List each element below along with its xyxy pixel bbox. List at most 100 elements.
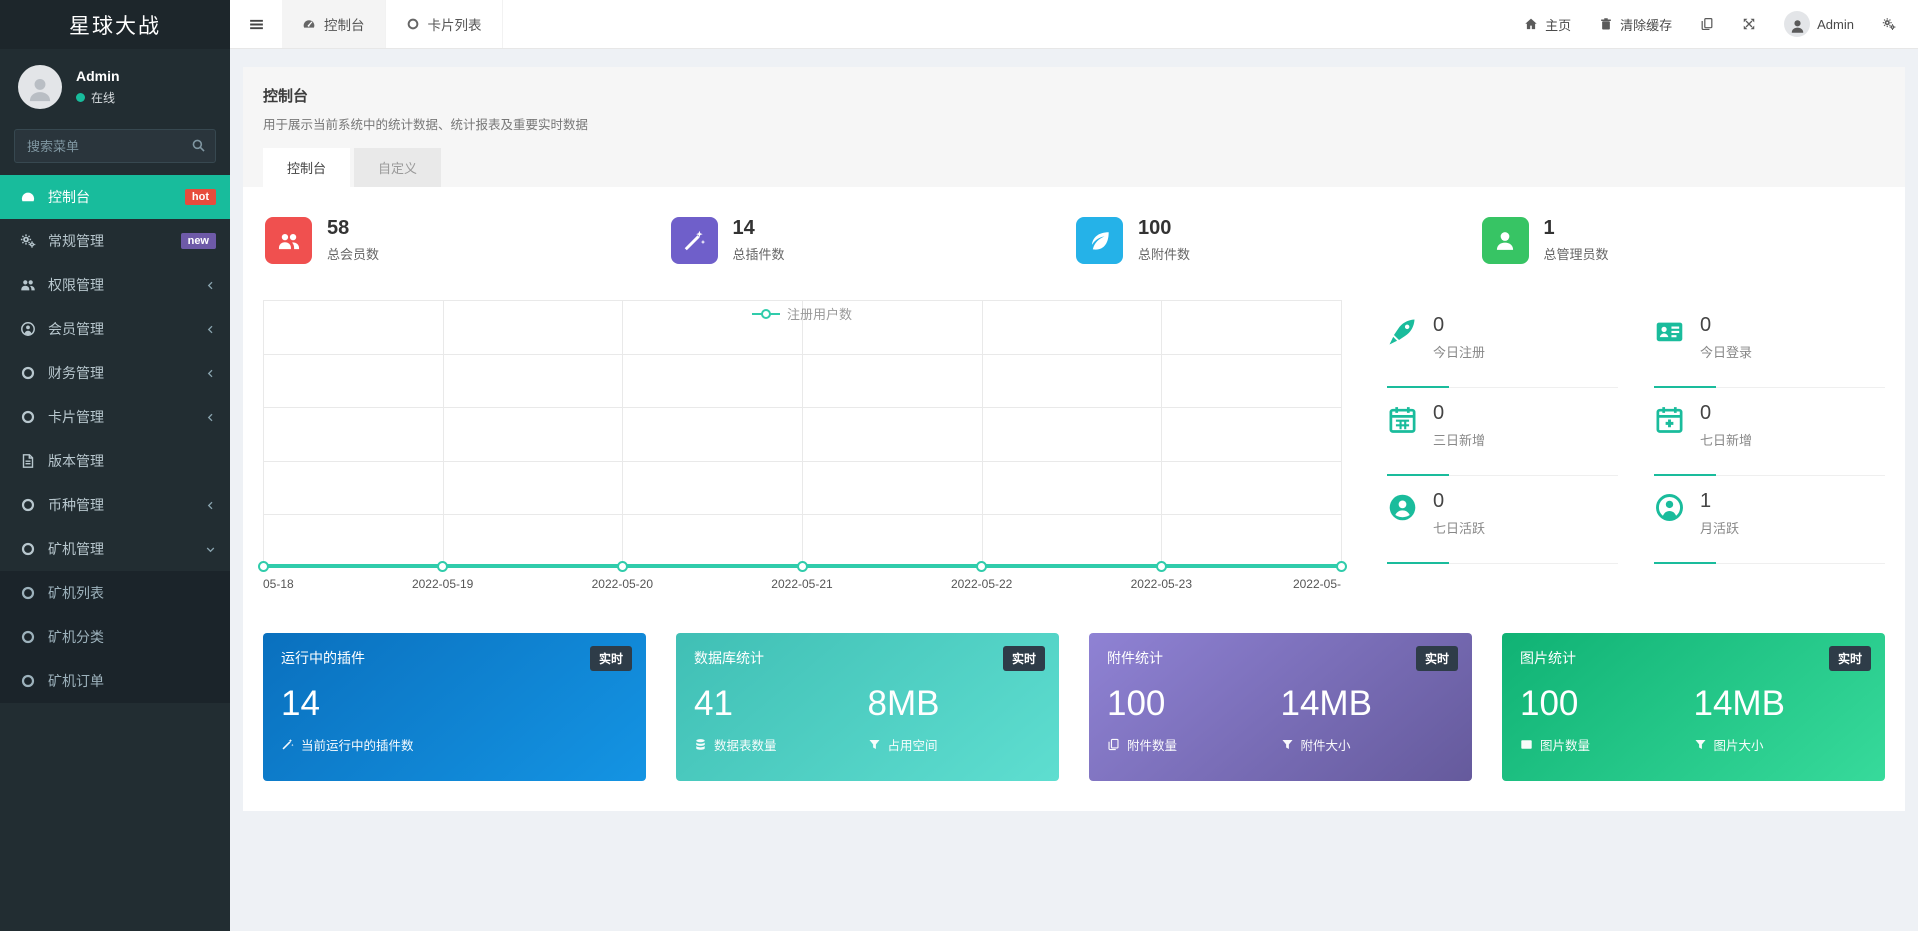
cogs-icon xyxy=(1882,17,1896,31)
x-tick: 2022-05-19 xyxy=(411,577,474,591)
card-value: 14MB xyxy=(1280,684,1372,723)
admin-dropdown[interactable]: Admin xyxy=(1784,11,1854,37)
user-name: Admin xyxy=(76,68,120,84)
page-title: 控制台 xyxy=(263,88,309,105)
user-icon xyxy=(1789,18,1806,35)
settings-button[interactable] xyxy=(1882,17,1896,31)
topbar-avatar xyxy=(1784,11,1811,37)
mini-value: 0 xyxy=(1700,402,1712,424)
circle-icon xyxy=(20,629,36,645)
x-tick: 2022-05-23 xyxy=(1130,577,1193,591)
gauge-icon xyxy=(20,189,36,205)
sidebar-item-currencies[interactable]: 币种管理 xyxy=(0,483,230,527)
stat-total-admins: 1 总管理员数 xyxy=(1480,217,1886,264)
mini-stat-month-active: 1 月活跃 xyxy=(1654,476,1885,564)
circle-icon xyxy=(406,17,420,31)
realtime-badge: 实时 xyxy=(589,646,632,671)
sidebar-item-label: 控制台 xyxy=(48,189,90,205)
file-icon xyxy=(20,453,36,469)
stat-value: 1 xyxy=(1543,217,1555,239)
mini-stat-today-logins: 0 今日登录 xyxy=(1654,300,1885,388)
dashboard-panel: 控制台 用于展示当前系统中的统计数据、统计报表及重要实时数据 控制台 自定义 5… xyxy=(243,67,1905,811)
clear-cache-button[interactable]: 清除缓存 xyxy=(1599,15,1672,34)
card-footer-label: 附件大小 xyxy=(1300,739,1351,753)
x-tick: 2022-05- xyxy=(1292,577,1341,591)
card-image-stats: 图片统计 实时 100 图片数量 14MB 图片大小 xyxy=(1502,633,1885,781)
circle-icon xyxy=(20,673,36,689)
page-subtitle: 用于展示当前系统中的统计数据、统计报表及重要实时数据 xyxy=(263,118,589,132)
admin-name: Admin xyxy=(1817,16,1854,32)
sidebar-item-members[interactable]: 会员管理 xyxy=(0,307,230,351)
trash-icon xyxy=(1599,17,1613,31)
stat-value: 100 xyxy=(1138,217,1172,239)
x-tick: 2022-05-20 xyxy=(591,577,654,591)
circle-icon xyxy=(20,585,36,601)
chart-plot-area: 注册用户数 xyxy=(257,300,1347,572)
search-input[interactable] xyxy=(14,129,216,163)
stat-total-attachments: 100 总附件数 xyxy=(1074,217,1480,264)
mini-label: 今日注册 xyxy=(1433,345,1486,360)
data-point-marker xyxy=(616,560,628,572)
sidebar-item-miners[interactable]: 矿机管理 xyxy=(0,527,230,571)
card-value: 100 xyxy=(1520,684,1579,723)
sidebar-item-permissions[interactable]: 权限管理 xyxy=(0,263,230,307)
gridline xyxy=(263,300,264,568)
docs-button[interactable] xyxy=(1700,17,1714,31)
panel-body: 58 总会员数 14 总插件数 100 总附件数 1 xyxy=(243,187,1905,811)
sidebar-menu: 控制台 hot 常规管理 new 权限管理 会员管理 财务管理 卡片管理 xyxy=(0,175,230,703)
data-point-marker xyxy=(1335,560,1347,572)
gridline xyxy=(622,300,624,568)
stat-total-plugins: 14 总插件数 xyxy=(669,217,1075,264)
user-panel: Admin 在线 xyxy=(0,49,230,121)
card-title: 运行中的插件 xyxy=(281,650,365,666)
card-value: 14MB xyxy=(1693,684,1785,723)
sidebar-item-cards[interactable]: 卡片管理 xyxy=(0,395,230,439)
search-icon[interactable] xyxy=(191,138,206,153)
panel-header: 控制台 用于展示当前系统中的统计数据、统计报表及重要实时数据 控制台 自定义 xyxy=(243,67,1905,187)
tab-console[interactable]: 控制台 xyxy=(263,148,351,187)
tab-custom[interactable]: 自定义 xyxy=(354,148,442,187)
sidebar-item-miner-list[interactable]: 矿机列表 xyxy=(0,571,230,615)
topbar-tab-card-list[interactable]: 卡片列表 xyxy=(386,0,503,48)
data-point-marker xyxy=(437,560,449,572)
gridline xyxy=(1341,300,1342,568)
circle-icon xyxy=(20,541,36,557)
database-icon xyxy=(694,738,707,751)
gridline xyxy=(263,353,1341,355)
user-icon xyxy=(25,75,55,105)
sidebar-item-finance[interactable]: 财务管理 xyxy=(0,351,230,395)
registrations-chart: 注册用户数 05-18 2022-05-19 20 xyxy=(257,300,1347,599)
realtime-badge: 实时 xyxy=(1415,646,1458,671)
mini-stat-today-registered: 0 今日注册 xyxy=(1387,300,1618,388)
topbar-tab-label: 控制台 xyxy=(324,18,365,33)
sidebar-item-label: 币种管理 xyxy=(48,497,104,513)
chevron-left-icon xyxy=(205,324,216,335)
mini-label: 七日活跃 xyxy=(1433,521,1486,536)
sidebar: 星球大战 Admin 在线 控制台 hot 常规管理 new 权限管理 会员管理 xyxy=(0,0,230,931)
topbar-tab-console[interactable]: 控制台 xyxy=(282,0,386,48)
sidebar-item-general[interactable]: 常规管理 new xyxy=(0,219,230,263)
gridline xyxy=(802,300,803,568)
sidebar-item-label: 财务管理 xyxy=(48,365,104,381)
x-tick: 05-18 xyxy=(263,577,294,591)
users-icon xyxy=(20,277,36,293)
card-value: 100 xyxy=(1107,684,1166,723)
gridline xyxy=(1161,300,1163,568)
chart-legend[interactable]: 注册用户数 xyxy=(751,304,852,323)
home-link[interactable]: 主页 xyxy=(1524,15,1571,34)
stat-total-members: 58 总会员数 xyxy=(263,217,669,264)
sidebar-item-miner-orders[interactable]: 矿机订单 xyxy=(0,659,230,703)
sidebar-item-miner-categories[interactable]: 矿机分类 xyxy=(0,615,230,659)
gridline xyxy=(442,300,444,568)
sidebar-item-label: 矿机列表 xyxy=(48,585,104,601)
fullscreen-button[interactable] xyxy=(1742,17,1756,31)
sidebar-item-console[interactable]: 控制台 hot xyxy=(0,175,230,219)
mini-value: 0 xyxy=(1433,314,1445,336)
sidebar-toggle-button[interactable] xyxy=(230,0,282,48)
mini-value: 0 xyxy=(1433,490,1445,512)
sidebar-item-label: 卡片管理 xyxy=(48,409,104,425)
sidebar-item-versions[interactable]: 版本管理 xyxy=(0,439,230,483)
card-value: 8MB xyxy=(867,684,940,723)
user-avatar xyxy=(18,65,62,109)
app-logo[interactable]: 星球大战 xyxy=(0,0,230,49)
